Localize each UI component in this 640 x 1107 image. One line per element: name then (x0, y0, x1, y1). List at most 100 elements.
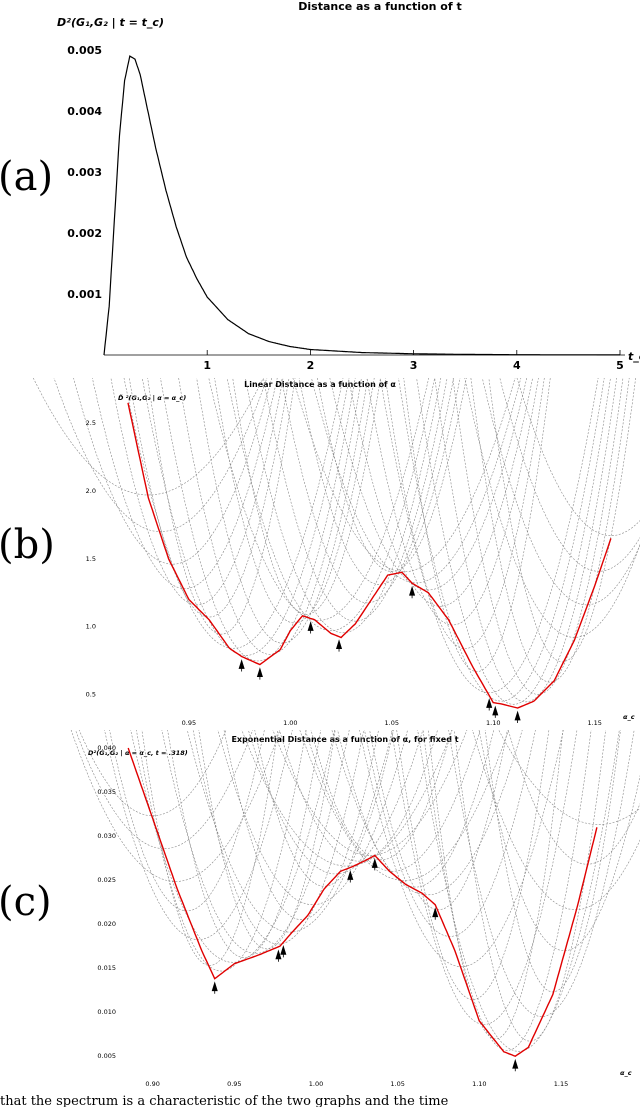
chart-c-xtick: 1.10 (472, 1080, 486, 1088)
chart-c-curve (70, 730, 281, 882)
chart-b-minimum-marker (409, 585, 416, 599)
chart-c-curve (136, 730, 307, 972)
chart-c-ytick: 0.015 (97, 964, 116, 972)
chart-b-ytick: 0.5 (86, 690, 96, 698)
chart-c-curve (507, 730, 640, 865)
chart-c-curve (369, 730, 508, 911)
chart-a-xtick: 4 (513, 359, 521, 372)
chart-a-xlabel: t_c (628, 350, 640, 363)
chart-a-ytick: 0.005 (67, 44, 102, 57)
chart-b-curve (245, 378, 442, 634)
chart-c-ytick: 0.040 (97, 744, 116, 752)
chart-c-curve (448, 730, 635, 1017)
chart-a-ytick: 0.004 (67, 105, 102, 118)
chart-c-curve (391, 730, 578, 1025)
chart-b-xtick: 1.00 (283, 719, 297, 727)
chart-b-ylabel: D̃ ²(G₁,G₂ | α = α_c) (118, 394, 186, 403)
chart-b-curve (232, 378, 381, 615)
chart-b-title: Linear Distance as a function of α (244, 380, 396, 389)
chart-b-xtick: 1.05 (385, 719, 399, 727)
chart-c-curve (305, 730, 481, 872)
chart-c-curve (254, 730, 394, 887)
chart-b-xtick: 1.10 (486, 719, 500, 727)
chart-b-curve (499, 378, 640, 572)
figure-caption: that the spectrum is a characteristic of… (0, 1094, 449, 1107)
chart-b-ytick: 1.0 (86, 623, 96, 631)
chart-c-minimum-marker (211, 981, 218, 994)
chart-b-minimum-marker (486, 698, 493, 711)
chart-b-curve (385, 378, 545, 650)
chart-c-envelope (127, 747, 598, 1057)
chart-c-minimum-marker (512, 1058, 519, 1072)
chart-c-xtick: 0.90 (145, 1080, 159, 1088)
chart-b-curve (110, 378, 284, 606)
chart-b-minimum-marker (256, 667, 263, 680)
chart-b-curve (53, 378, 268, 533)
chart-a-line (103, 55, 620, 356)
chart-c-curve (241, 730, 453, 867)
chart-c-curve (498, 730, 640, 825)
chart-c-ytick: 0.020 (97, 920, 116, 928)
chart-b-curve (416, 378, 611, 705)
chart-c-ytick: 0.035 (97, 788, 116, 796)
chart-c-ytick: 0.025 (97, 876, 116, 884)
panel-label-b: (b) (0, 522, 55, 568)
chart-b-curves (32, 378, 640, 705)
chart-c-ytick: 0.030 (97, 832, 116, 840)
chart-b-curve (214, 378, 375, 624)
chart-c-curve (130, 730, 336, 963)
chart-b-curve (398, 378, 605, 702)
chart-c-curve (484, 730, 621, 993)
chart-c-curve (104, 730, 293, 941)
chart-b-curve (208, 378, 430, 621)
chart-a: Distance as a function of t D²(G₁,G₂ | t… (0, 0, 640, 372)
chart-b-curve (516, 378, 640, 537)
chart-c-curve (422, 730, 592, 1051)
chart-b-curve (32, 378, 264, 496)
chart-b-ytick: 1.5 (86, 555, 96, 563)
chart-a-xtick: 1 (203, 359, 211, 372)
chart-b-curve (160, 378, 356, 662)
chart-a-title: Distance as a function of t (298, 0, 461, 13)
chart-b-xtick: 0.95 (182, 719, 196, 727)
chart-b-curve (226, 378, 435, 632)
chart-c-ytick: 0.010 (97, 1008, 116, 1016)
chart-b: Linear Distance as a function of α D̃ ²(… (0, 378, 640, 727)
chart-c-curve (359, 730, 564, 968)
chart-c-curve (364, 730, 536, 937)
chart-b-ytick: 2.0 (86, 487, 96, 495)
chart-a-ylabel: D²(G₁,G₂ | t = t_c) (57, 16, 164, 29)
chart-c-curve (75, 730, 254, 850)
chart-c-curve (167, 730, 322, 958)
chart-b-curve (464, 378, 640, 638)
chart-b-curve (482, 378, 640, 606)
chart-c-xtick: 1.05 (390, 1080, 404, 1088)
chart-b-curve (470, 378, 630, 683)
chart-c-curve (109, 730, 265, 912)
chart-b-curve (348, 378, 533, 607)
chart-b-curve (379, 378, 599, 694)
chart-b-minimum-marker (307, 621, 314, 634)
chart-c-ytick: 0.005 (97, 1052, 116, 1060)
chart-c-minimum-marker (280, 945, 287, 958)
chart-c-curve (192, 730, 365, 945)
chart-b-minimum-marker (514, 710, 521, 723)
chart-b-minimum-marker (238, 659, 245, 672)
chart-b-minimum-marker (492, 705, 499, 718)
chart-b-curve (281, 378, 454, 604)
chart-b-curve (263, 378, 448, 622)
chart-c-xtick: 1.00 (309, 1080, 323, 1088)
chart-c-xlabel: α_c (620, 1069, 632, 1077)
chart-b-xlabel: α_c (623, 713, 635, 721)
chart-c-curves (70, 730, 640, 1052)
chart-b-curve (147, 378, 296, 635)
chart-c-curve (223, 730, 379, 921)
chart-b-curve (196, 378, 369, 644)
chart-c-curve (472, 730, 640, 911)
chart-c: Exponential Distance as a function of α,… (0, 730, 640, 1088)
chart-c-curve (279, 730, 438, 862)
chart-b-curve (434, 378, 618, 703)
chart-b-curve (488, 378, 636, 663)
chart-c-curve (272, 730, 468, 856)
chart-a-ytick: 0.003 (67, 166, 102, 179)
